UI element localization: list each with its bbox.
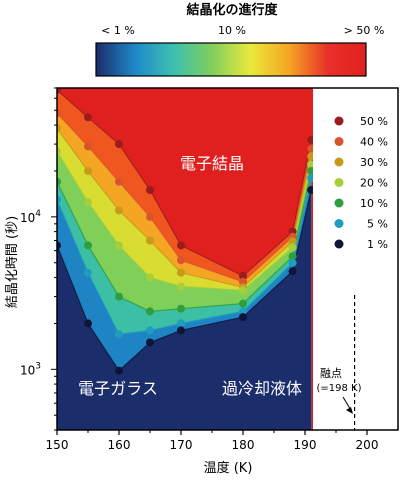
data-point xyxy=(146,212,154,221)
data-point xyxy=(57,147,61,156)
region-label-glass: 電子ガラス xyxy=(78,379,158,398)
colorbar xyxy=(95,42,367,77)
data-point xyxy=(84,113,92,122)
melting-point-value: (=198 K) xyxy=(316,383,361,394)
data-point xyxy=(177,282,185,291)
data-point xyxy=(239,313,247,322)
melting-point-label: 融点 xyxy=(320,367,342,380)
data-point xyxy=(115,206,123,215)
data-point xyxy=(146,307,154,316)
legend-marker xyxy=(334,137,344,146)
data-point xyxy=(177,326,185,335)
data-point xyxy=(146,273,154,282)
data-point xyxy=(115,140,123,149)
colorbar-label-high: > 50 % xyxy=(344,24,385,37)
legend-label: 5 % xyxy=(367,218,388,231)
series-line xyxy=(57,112,312,283)
data-point xyxy=(57,241,61,250)
data-point xyxy=(115,292,123,301)
data-point xyxy=(239,286,247,295)
data-point xyxy=(115,330,123,339)
y-tick-label: 104 xyxy=(20,209,41,225)
x-axis-label: 温度 (K) xyxy=(204,460,253,476)
series-line xyxy=(57,89,312,277)
data-point xyxy=(239,277,247,286)
legend-label: 10 % xyxy=(360,197,388,210)
series-line xyxy=(57,177,312,335)
data-point xyxy=(115,177,123,186)
legend-marker xyxy=(334,219,344,228)
legend-marker xyxy=(334,116,344,126)
data-point xyxy=(146,338,154,347)
data-point xyxy=(239,307,247,316)
data-point xyxy=(239,271,247,280)
data-point xyxy=(57,109,61,117)
x-tick-label: 170 xyxy=(170,438,193,452)
x-tick-label: 200 xyxy=(356,438,379,452)
legend-label: 20 % xyxy=(360,177,388,190)
legend-label: 40 % xyxy=(360,136,388,149)
data-point xyxy=(288,237,297,246)
data-point xyxy=(146,236,154,245)
data-point xyxy=(57,124,61,133)
data-point xyxy=(115,366,123,375)
series-line xyxy=(57,128,312,288)
series-line xyxy=(57,170,312,313)
legend-background xyxy=(313,88,398,430)
data-point xyxy=(146,326,154,335)
legend-marker xyxy=(334,178,344,187)
x-tick-label: 160 xyxy=(108,438,131,452)
data-point xyxy=(57,88,61,94)
data-point xyxy=(177,256,185,265)
series-line xyxy=(57,150,312,291)
data-point xyxy=(177,304,185,313)
region-label-crystal: 電子結晶 xyxy=(180,154,244,173)
y-axis-label: 結晶化時間 (秒) xyxy=(5,216,20,308)
plot-frame xyxy=(56,87,399,431)
y-tick-label: 103 xyxy=(20,361,41,377)
data-point xyxy=(84,198,92,207)
data-point xyxy=(288,258,297,267)
x-tick-label: 180 xyxy=(232,438,255,452)
data-point xyxy=(288,252,297,261)
data-point xyxy=(57,195,61,204)
legend-label: 50 % xyxy=(360,115,388,128)
data-point xyxy=(288,243,297,252)
data-point xyxy=(84,319,92,328)
data-point xyxy=(177,319,185,328)
data-point xyxy=(115,241,123,250)
series-line xyxy=(57,189,312,372)
legend-marker xyxy=(334,157,344,167)
legend-marker xyxy=(334,198,344,208)
data-point xyxy=(57,177,61,186)
data-point xyxy=(146,186,154,194)
melting-point-arrowhead xyxy=(346,407,353,414)
legend-label: 30 % xyxy=(360,156,388,169)
x-tick-label: 150 xyxy=(46,438,69,452)
colorbar-label-mid: 10 % xyxy=(218,24,246,37)
legend-label: 1 % xyxy=(367,238,388,251)
data-point xyxy=(177,241,185,250)
colorbar-title: 結晶化の進行度 xyxy=(186,2,278,18)
x-tick-label: 190 xyxy=(294,438,317,452)
data-point xyxy=(84,142,92,151)
colorbar-label-low: < 1 % xyxy=(101,24,135,37)
data-point xyxy=(84,241,92,250)
data-point xyxy=(288,267,297,276)
data-point xyxy=(239,299,247,308)
data-point xyxy=(177,268,185,277)
legend-marker xyxy=(334,239,344,249)
data-point xyxy=(84,268,92,277)
region-label-liquid: 過冷却液体 xyxy=(222,379,302,398)
data-point xyxy=(84,167,92,175)
